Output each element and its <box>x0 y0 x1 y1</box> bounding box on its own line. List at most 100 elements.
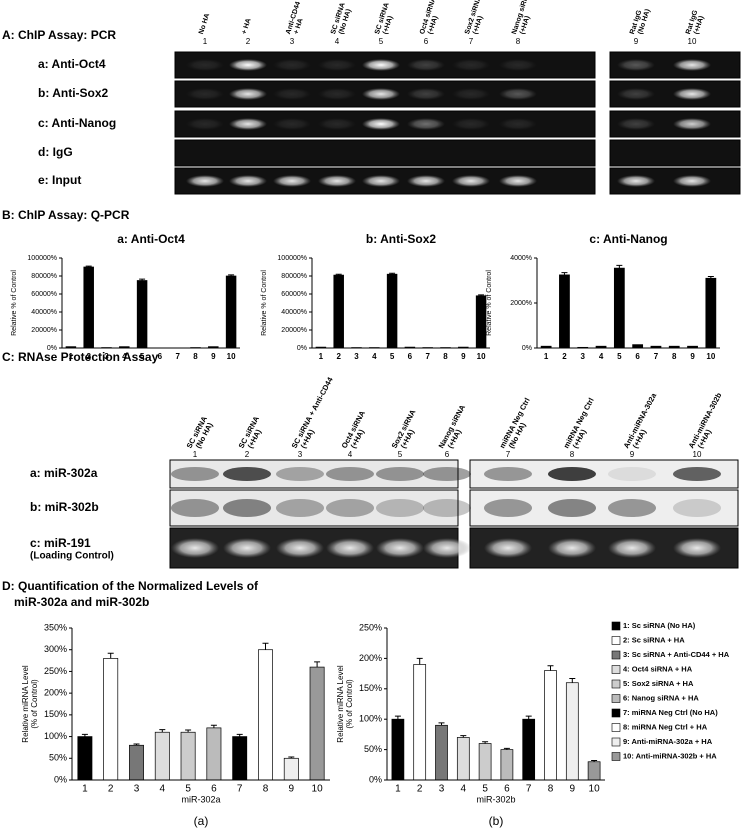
band <box>223 467 271 481</box>
x-tick-label: 10 <box>227 352 236 361</box>
bar <box>435 724 448 781</box>
lane-number: 4 <box>348 450 353 459</box>
band <box>362 118 400 130</box>
x-tick-label: 8 <box>443 352 448 361</box>
band <box>229 59 267 71</box>
error-bar <box>288 756 295 759</box>
y-tick-label: 60000% <box>281 291 307 298</box>
x-tick-label: 8 <box>548 784 554 795</box>
y-tick-label: 100% <box>359 714 382 724</box>
band <box>273 175 311 187</box>
bar <box>478 743 492 781</box>
x-tick-label: 8 <box>672 352 677 361</box>
lane-number: 2 <box>246 37 251 46</box>
x-tick-label: 9 <box>289 784 295 795</box>
row-label: (Loading Control) <box>30 551 114 562</box>
band <box>407 118 445 130</box>
lane-number: 7 <box>469 37 474 46</box>
x-tick-label: 2 <box>417 784 423 795</box>
bar <box>232 736 248 781</box>
chart-title: b: Anti-Sox2 <box>366 232 437 246</box>
band <box>452 88 490 100</box>
lane-number: 4 <box>335 37 340 46</box>
band <box>484 538 532 558</box>
error-bar <box>314 661 321 668</box>
y-tick-label: 50% <box>364 744 382 754</box>
band <box>276 538 324 558</box>
y-axis-label: Relative % of Control <box>261 270 268 336</box>
band <box>617 88 655 100</box>
y-tick-label: 250% <box>359 622 382 632</box>
x-tick-label: 6 <box>504 784 510 795</box>
band <box>376 467 424 481</box>
band <box>273 59 311 71</box>
legend-label: 5: Sox2 siRNA + HA <box>623 679 694 688</box>
legend-label: 6: Nanog siRNA + HA <box>623 693 699 702</box>
x-tick-label: 10 <box>706 352 715 361</box>
band <box>362 59 400 71</box>
band <box>673 88 711 100</box>
error-bar <box>85 265 92 267</box>
error-bar <box>547 665 554 671</box>
error-bar <box>482 741 489 744</box>
band <box>499 59 537 71</box>
x-tick-label: 1 <box>82 784 88 795</box>
legend-label: 7: miRNA Neg Ctrl (No HA) <box>623 708 718 717</box>
lane-number: 1 <box>193 450 198 459</box>
band <box>273 118 311 130</box>
band <box>673 59 711 71</box>
legend-label: 2: Sc siRNA + HA <box>623 635 685 644</box>
band <box>423 467 471 481</box>
axis <box>71 628 330 781</box>
band <box>673 467 721 481</box>
y-axis-label: (% of Control) <box>345 679 354 729</box>
bar <box>129 744 144 781</box>
gel <box>469 489 739 527</box>
x-tick-label: 3 <box>104 352 109 361</box>
bar <box>283 757 299 781</box>
x-axis-label: miR-302b <box>476 794 515 804</box>
y-tick-label: 100000% <box>27 255 57 262</box>
band <box>452 118 490 130</box>
legend-swatch <box>611 679 621 689</box>
x-tick-label: 3 <box>439 784 445 795</box>
gel <box>169 459 459 489</box>
chart-title: a: Anti-Oct4 <box>117 232 185 246</box>
y-tick-label: 80000% <box>281 273 307 280</box>
axis <box>311 258 490 349</box>
legend-swatch <box>611 636 621 645</box>
y-tick-label: 0% <box>297 345 307 352</box>
band <box>318 59 356 71</box>
bar <box>413 664 427 781</box>
bar <box>103 658 119 781</box>
bar <box>544 670 557 781</box>
x-tick-label: 6 <box>158 352 163 361</box>
band <box>186 88 224 100</box>
error-bar <box>525 715 532 720</box>
x-tick-label: 7 <box>237 784 243 795</box>
x-tick-label: 7 <box>425 352 430 361</box>
error-bar <box>335 273 342 276</box>
y-tick-label: 20000% <box>31 327 57 334</box>
band <box>326 538 374 558</box>
legend-swatch <box>611 665 621 674</box>
band <box>171 538 219 558</box>
y-axis-label: Relative miRNA Level <box>336 665 345 743</box>
x-tick-label: 6 <box>211 784 217 795</box>
bar <box>309 666 325 781</box>
x-tick-label: 3 <box>134 784 140 795</box>
x-tick-label: 4 <box>122 352 127 361</box>
band <box>229 118 267 130</box>
lane-number: 1 <box>203 37 208 46</box>
x-tick-label: 9 <box>211 352 216 361</box>
error-bar <box>262 642 269 650</box>
lane-label: + HA <box>293 18 305 36</box>
x-tick-label: 5 <box>482 784 488 795</box>
band <box>673 538 721 558</box>
band <box>318 118 356 130</box>
lane-number: 9 <box>634 37 639 46</box>
y-tick-label: 100000% <box>277 255 307 262</box>
band <box>452 59 490 71</box>
band <box>318 175 356 187</box>
